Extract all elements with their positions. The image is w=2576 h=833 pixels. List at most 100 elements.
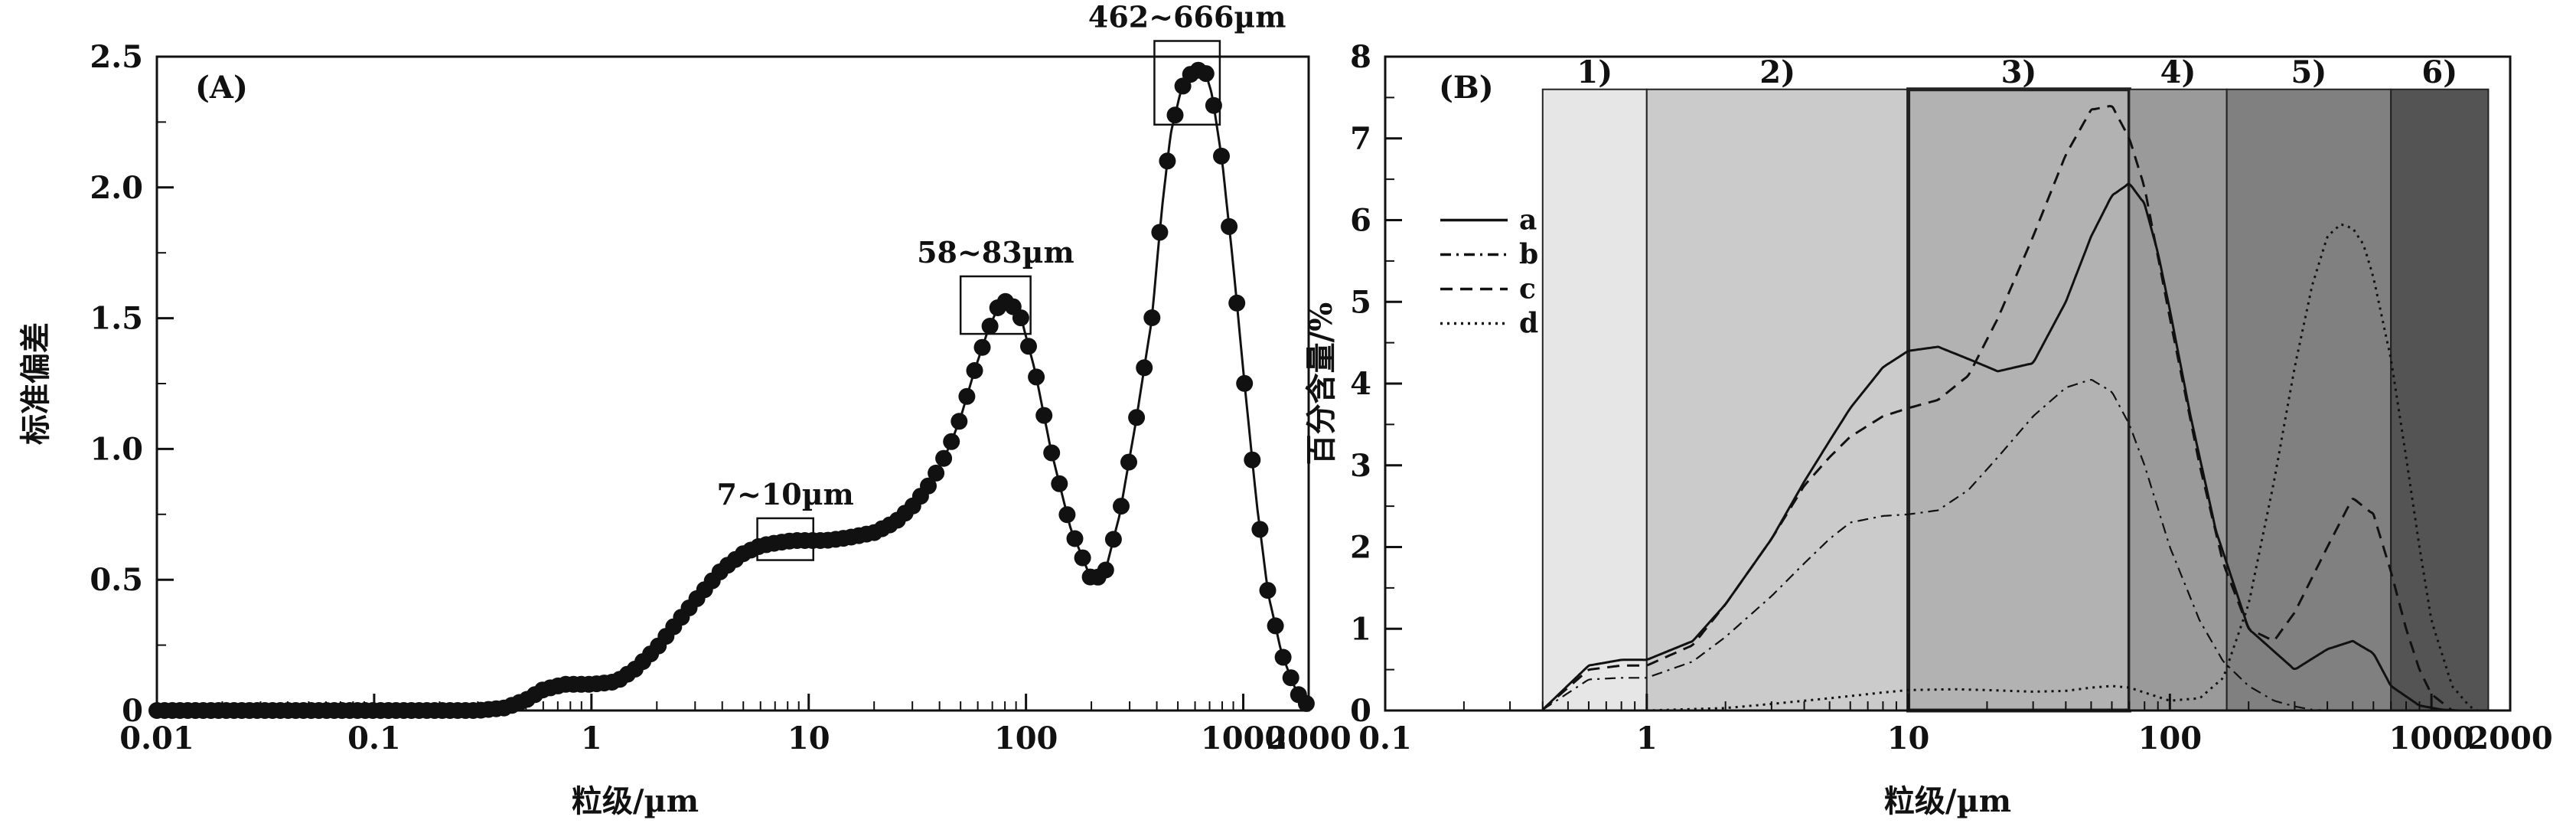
panel-b: 1) 2) 3) 4) 5) 6) 0.1 1 10 100 10002000012345678 …: [1303, 39, 2553, 819]
data-point: [1267, 617, 1284, 635]
y-tick-label: 2.0: [90, 170, 143, 206]
y-tick-label: 2.5: [90, 39, 143, 75]
data-point: [920, 477, 937, 495]
data-point: [1236, 374, 1254, 392]
size-zone-3: [1906, 87, 2131, 713]
data-point: [1151, 224, 1169, 241]
data-point: [981, 318, 999, 335]
x-tick-label: 2000: [1266, 720, 1351, 756]
y-tick-label: 1.5: [90, 301, 143, 337]
data-point: [1051, 475, 1068, 492]
legend-label-b: b: [1519, 239, 1538, 271]
y-tick-label: 0: [122, 693, 143, 729]
panel-a-label: (A): [195, 70, 248, 106]
zone-label: 1): [1577, 54, 1612, 90]
data-point: [1221, 217, 1238, 235]
size-zone-2: [1645, 88, 1909, 711]
series-c-line: [1541, 105, 2454, 710]
zone-label: 5): [2291, 54, 2327, 90]
legend-label-d: d: [1519, 308, 1538, 340]
data-point: [966, 362, 983, 379]
series-a-line: [1541, 182, 2478, 710]
x-tick-label: 10: [1887, 720, 1930, 756]
data-point: [1043, 444, 1061, 462]
data-point: [1058, 506, 1076, 524]
panel-b-label: (B): [1439, 70, 1494, 106]
data-point: [1113, 498, 1130, 515]
panel-a-series: [148, 61, 1315, 719]
data-point: [1143, 309, 1161, 326]
legend-label-a: a: [1519, 204, 1537, 237]
data-point: [958, 387, 976, 405]
x-tick-label: 0.01: [119, 720, 194, 756]
y-tick-label: 6: [1350, 203, 1371, 239]
panel-b-series: [1385, 105, 2479, 710]
annotation-box: [756, 517, 814, 561]
size-zone-5: [2225, 88, 2392, 711]
y-tick-label: 1: [1350, 611, 1371, 647]
data-point: [1228, 294, 1246, 312]
data-point: [1074, 549, 1091, 567]
panel-a-annotations: 7~10µm 58~83µm 462~666µm: [717, 0, 1286, 561]
legend-label-c: c: [1519, 273, 1536, 305]
data-point: [1166, 106, 1184, 124]
x-tick-label: 1000: [1201, 720, 1286, 756]
panel-b-x-axis-title: 粒级/µm: [1884, 783, 2011, 819]
data-point: [935, 449, 953, 467]
data-point: [1012, 309, 1029, 327]
x-tick-label: 1: [581, 720, 602, 756]
data-point: [1282, 669, 1299, 687]
size-zone-1: [1541, 88, 1648, 711]
data-point: [1297, 694, 1315, 712]
zone-label: 2): [1759, 54, 1795, 90]
data-point: [1028, 368, 1045, 386]
data-point: [1251, 521, 1269, 538]
data-point: [1120, 453, 1137, 471]
annotation-label: 58~83µm: [917, 235, 1074, 270]
x-tick-label: 10: [787, 720, 830, 756]
x-tick-label: 0.1: [1358, 720, 1412, 756]
y-tick-label: 7: [1350, 121, 1371, 157]
annotation-label: 462~666µm: [1088, 0, 1286, 34]
data-point: [1274, 648, 1292, 666]
data-point: [1205, 96, 1222, 114]
size-zone-6: [2390, 88, 2490, 711]
x-tick-label: 0.1: [347, 720, 401, 756]
x-tick-label: 2000: [2467, 720, 2552, 756]
data-point: [1159, 152, 1176, 170]
size-zone-4: [2128, 88, 2228, 711]
y-tick-label: 2: [1350, 530, 1371, 566]
annotation-box: [959, 275, 1032, 335]
annotation-box: [1153, 40, 1221, 126]
y-tick-label: 8: [1350, 39, 1371, 75]
series-b-line: [1542, 379, 2328, 710]
data-point: [1244, 451, 1261, 469]
x-tick-label: 100: [994, 720, 1058, 756]
y-tick-label: 0.5: [90, 562, 143, 598]
data-point: [1097, 561, 1114, 579]
data-point: [1128, 409, 1146, 426]
panel-a-plot-frame: [155, 55, 1310, 712]
data-point: [1066, 530, 1084, 547]
data-point: [1136, 359, 1153, 377]
data-point: [973, 338, 991, 356]
zone-label: 3): [2001, 54, 2037, 90]
data-point: [1259, 582, 1277, 599]
y-tick-label: 0: [1350, 693, 1371, 729]
annotation-label: 7~10µm: [717, 477, 854, 511]
panel-a-y-axis-title: 标准偏差: [18, 322, 54, 445]
panel-b-y-axis-title: 百分含量/%: [1303, 302, 1339, 466]
data-point: [1035, 407, 1053, 424]
x-tick-label: 1000: [2389, 720, 2473, 756]
panel-a-curve: [156, 68, 1307, 712]
data-point: [943, 433, 960, 450]
data-point: [1197, 65, 1215, 83]
zone-label: 6): [2421, 54, 2457, 90]
data-point: [1020, 338, 1037, 355]
x-tick-label: 100: [2138, 720, 2203, 756]
data-point: [1104, 531, 1122, 548]
